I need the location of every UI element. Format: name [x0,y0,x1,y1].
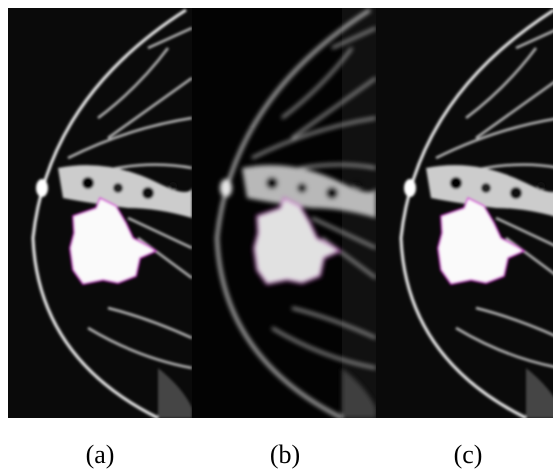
panel-label: (b) [270,440,300,469]
panel-label: (c) [454,440,483,469]
panel-c-image [376,8,553,418]
panel-b-image [192,8,376,418]
panel-a-image [8,8,192,418]
panel-label: (a) [86,440,115,469]
